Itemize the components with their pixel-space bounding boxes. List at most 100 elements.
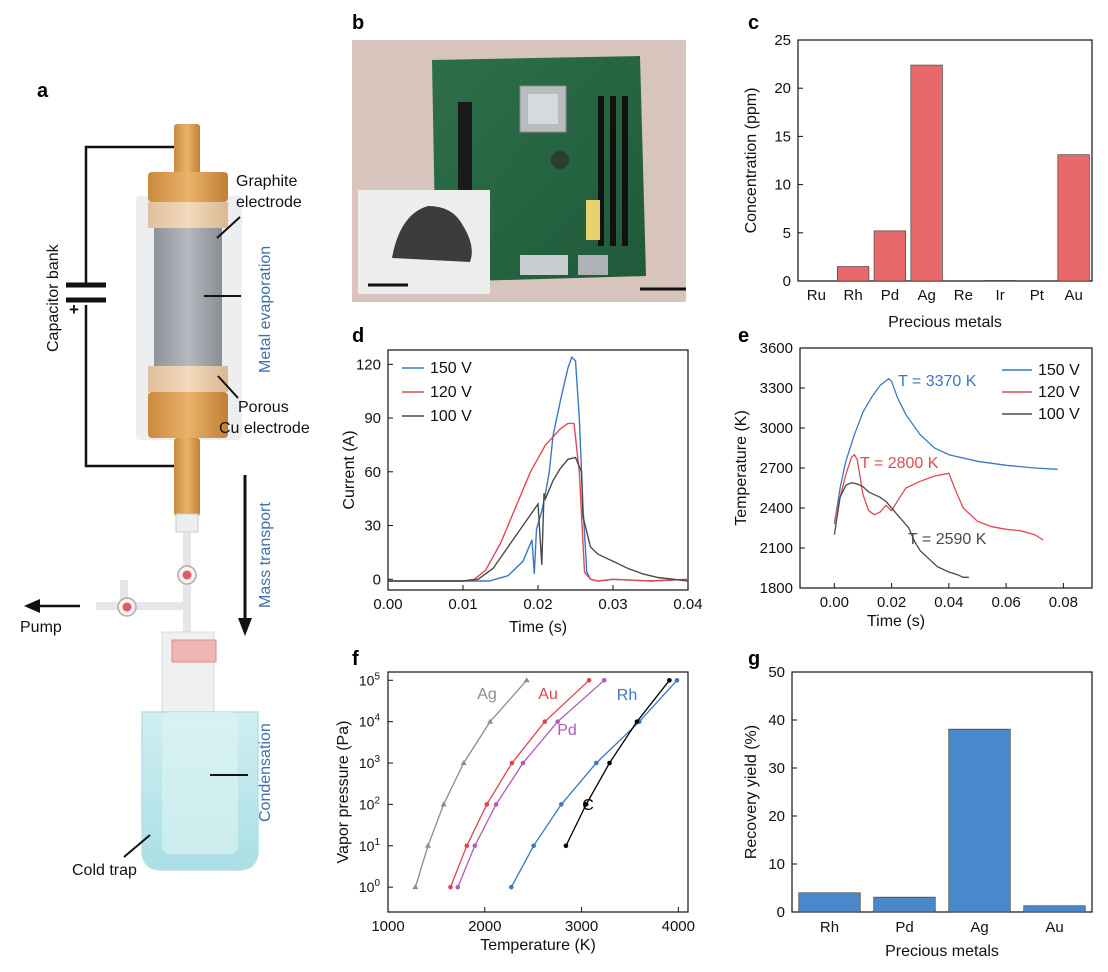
label-mass-transport: Mass transport — [257, 502, 274, 608]
series-label-rh: Rh — [617, 687, 637, 704]
y-axis-label: Concentration (ppm) — [743, 88, 760, 234]
x-tick-label: Au — [1064, 287, 1082, 304]
bar — [1023, 905, 1086, 913]
valve-icon — [117, 597, 137, 617]
series-label-pd: Pd — [557, 722, 577, 739]
y-tick-label: 25 — [774, 32, 791, 49]
bar — [948, 728, 1011, 913]
valve-icon — [177, 565, 197, 585]
data-point — [508, 884, 514, 890]
y-tick-label: 3300 — [760, 380, 793, 397]
y-axis-label: Vapor pressure (Pa) — [335, 721, 352, 864]
legend-label: 120 V — [430, 384, 472, 401]
porous-cu-electrode-ring — [148, 366, 228, 392]
data-point — [455, 884, 461, 890]
x-tick-label: 0.01 — [448, 596, 477, 613]
copper-cap-bottom — [148, 392, 228, 438]
legend-label: 100 V — [430, 408, 472, 425]
series-line-120v — [388, 422, 689, 582]
data-point — [448, 884, 453, 890]
chart-f-vapor-pressure: 100 101 102 103 104 105 1000 2000 3000 4000 Ag Au Pd… — [335, 671, 695, 954]
x-tick-label: 4000 — [662, 918, 695, 935]
label-graphite-electrode-1: Graphite — [236, 173, 297, 190]
ram-slot — [610, 96, 616, 246]
data-point — [593, 760, 599, 766]
x-tick-label: 0.00 — [373, 596, 402, 613]
data-point — [412, 884, 419, 890]
data-point — [493, 802, 499, 807]
x-tick-label: Ag — [917, 287, 935, 304]
x-tick-label: Rh — [820, 919, 839, 936]
copper-cap-top — [148, 172, 228, 202]
y-tick-label: 100 — [359, 878, 381, 895]
y-tick-label: 50 — [768, 664, 785, 681]
x-tick-label: Ag — [970, 919, 988, 936]
panel-b-photo — [352, 40, 686, 302]
powder-pile — [392, 206, 472, 262]
y-tick-label: 101 — [359, 837, 381, 854]
pci-slot — [458, 102, 472, 192]
y-tick-label: 3600 — [760, 340, 793, 357]
y-tick-label: 20 — [768, 808, 785, 825]
graphite-electrode — [154, 228, 222, 368]
x-tick-label: 0.04 — [673, 596, 702, 613]
bar — [1057, 154, 1090, 282]
data-point — [555, 719, 560, 724]
y-tick-label: 20 — [774, 80, 791, 97]
chart-e-temperature: 1800 2100 2400 2700 3000 3300 3600 0.00 0.02 0.04… — [733, 340, 1093, 630]
panel-label-a: a — [37, 80, 49, 102]
annotation-peak-120v: T = 2800 K — [860, 455, 939, 472]
data-point — [472, 843, 478, 849]
bar — [910, 64, 943, 282]
y-tick-label: 2400 — [760, 500, 793, 517]
data-point — [563, 843, 569, 849]
series-line-100v — [833, 482, 969, 578]
annotation-peak-150v: T = 3370 K — [898, 373, 977, 390]
data-point — [601, 677, 607, 683]
pump-arrow-icon — [24, 599, 80, 613]
label-metal-evaporation: Metal evaporation — [257, 246, 274, 373]
x-axis-label: Precious metals — [888, 314, 1002, 331]
label-porous-cu-2: Cu electrode — [219, 420, 310, 437]
chart-g-recovery-yield: 0 10 20 30 40 50 Rh Pd Ag Au Precious metals Recove… — [743, 664, 1093, 960]
cpu-lid — [528, 94, 558, 124]
label-graphite-electrode-2: electrode — [236, 194, 302, 211]
series-label-ag: Ag — [477, 686, 497, 703]
chart-d-current: 0 30 60 90 120 0.00 0.01 0.02 0.03 0.04 150 V 120 V… — [341, 349, 703, 636]
label-plus: + — [69, 300, 79, 319]
wire-top — [84, 145, 180, 285]
y-tick-label: 120 — [356, 356, 381, 373]
y-tick-label: 105 — [359, 671, 381, 688]
y-tick-label: 102 — [359, 795, 381, 812]
panel-a-diagram: Graphite electrode Porous Cu electrode M… — [20, 124, 310, 879]
power-connector — [586, 200, 600, 240]
y-axis-label: Current (A) — [341, 430, 358, 509]
plot-frame — [387, 671, 689, 913]
x-tick-label: Pd — [881, 287, 899, 304]
y-tick-label: 104 — [359, 713, 381, 730]
panel-label-b: b — [352, 12, 365, 34]
y-axis-label: Recovery yield (%) — [743, 725, 760, 859]
panel-label-c: c — [748, 12, 760, 34]
y-tick-label: 2100 — [760, 540, 793, 557]
data-point — [586, 677, 592, 683]
leader-line — [123, 834, 151, 858]
y-tick-label: 30 — [364, 518, 381, 535]
capacitor-icon — [66, 282, 106, 303]
data-point — [464, 843, 470, 849]
bar — [873, 896, 936, 913]
y-tick-label: 5 — [783, 225, 791, 242]
data-point — [424, 842, 431, 848]
y-tick-label: 2700 — [760, 460, 793, 477]
legend-label: 150 V — [1038, 362, 1080, 379]
label-porous-cu-1: Porous — [238, 399, 289, 416]
io-port — [578, 255, 608, 275]
vertical-tube — [183, 532, 191, 640]
y-tick-label: 0 — [373, 571, 381, 588]
wire-bottom — [84, 305, 180, 468]
x-tick-label: Pt — [1030, 287, 1045, 304]
series-line-150v — [833, 377, 1058, 525]
y-tick-label: 3000 — [760, 420, 793, 437]
x-axis-label: Temperature (K) — [480, 937, 596, 954]
